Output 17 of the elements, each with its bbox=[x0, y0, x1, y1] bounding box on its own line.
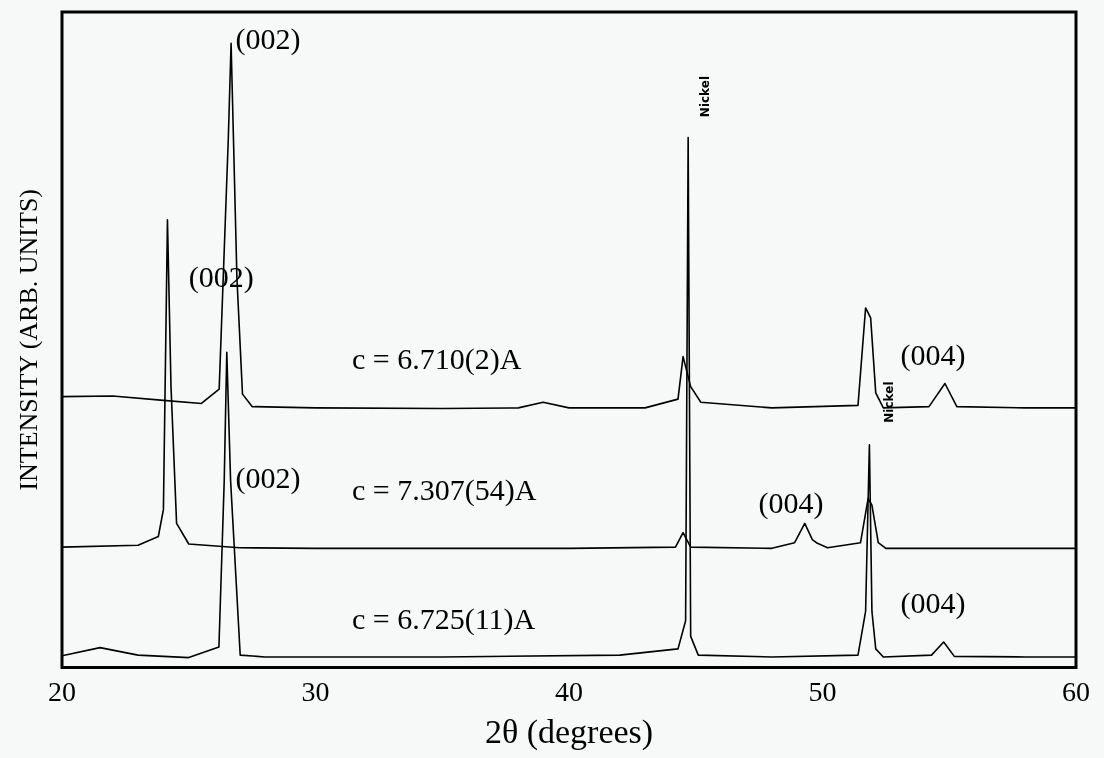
annotation: c = 7.307(54)A bbox=[352, 473, 537, 508]
x-tick-label: 30 bbox=[301, 675, 330, 707]
x-tick-label: 60 bbox=[1062, 675, 1090, 707]
annotation: Nickel bbox=[881, 381, 896, 423]
annotation: (004) bbox=[900, 586, 966, 621]
x-tick-label: 50 bbox=[808, 675, 837, 707]
annotation: (002) bbox=[235, 460, 301, 495]
x-tick-label: 20 bbox=[48, 675, 76, 707]
x-axis-title: 2θ (degrees) bbox=[484, 712, 654, 751]
x-tick-label: 40 bbox=[555, 675, 583, 707]
annotation: c = 6.725(11)A bbox=[352, 601, 536, 636]
annotation: Nickel bbox=[698, 75, 713, 118]
y-axis-title: INTENSITY (ARB. UNITS) bbox=[13, 188, 43, 491]
annotation: (004) bbox=[758, 485, 824, 520]
annotation: (002) bbox=[235, 22, 301, 57]
annotation: c = 6.710(2)A bbox=[352, 341, 522, 376]
annotation: (004) bbox=[900, 338, 966, 373]
